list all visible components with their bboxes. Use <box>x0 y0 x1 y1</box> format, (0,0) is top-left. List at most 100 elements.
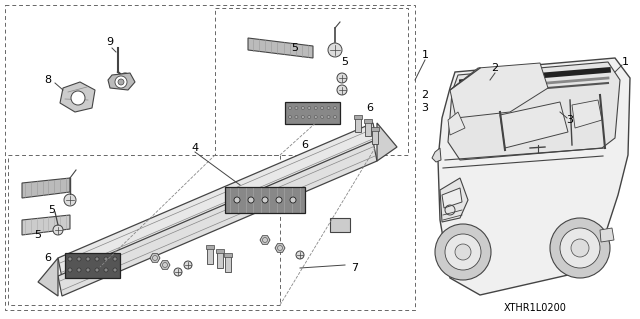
Text: 5: 5 <box>35 230 42 240</box>
Polygon shape <box>206 245 214 249</box>
Polygon shape <box>65 253 120 278</box>
Circle shape <box>113 268 117 272</box>
Text: 4: 4 <box>191 143 198 153</box>
Circle shape <box>64 194 76 206</box>
Text: 5: 5 <box>49 205 56 215</box>
Polygon shape <box>364 119 372 123</box>
Circle shape <box>290 197 296 203</box>
Polygon shape <box>60 82 95 112</box>
Polygon shape <box>438 58 630 295</box>
Polygon shape <box>371 127 379 131</box>
Polygon shape <box>22 178 70 198</box>
Polygon shape <box>285 102 340 124</box>
Circle shape <box>276 197 282 203</box>
Polygon shape <box>224 253 232 257</box>
Circle shape <box>289 107 291 109</box>
Circle shape <box>571 239 589 257</box>
Circle shape <box>53 225 63 235</box>
Text: 2: 2 <box>421 90 429 100</box>
Circle shape <box>327 107 330 109</box>
Circle shape <box>321 107 324 109</box>
Circle shape <box>327 115 330 118</box>
Circle shape <box>445 234 481 270</box>
Text: 1: 1 <box>422 50 429 60</box>
Circle shape <box>71 91 85 105</box>
Circle shape <box>86 257 90 261</box>
Circle shape <box>328 43 342 57</box>
Circle shape <box>68 257 72 261</box>
Circle shape <box>308 115 311 118</box>
Circle shape <box>95 257 99 261</box>
Circle shape <box>301 107 305 109</box>
Text: 6: 6 <box>367 103 374 113</box>
Circle shape <box>95 268 99 272</box>
Polygon shape <box>330 218 350 232</box>
Circle shape <box>550 218 610 278</box>
Polygon shape <box>160 261 170 269</box>
Text: 8: 8 <box>44 75 52 85</box>
Circle shape <box>333 115 337 118</box>
Circle shape <box>120 73 130 83</box>
Polygon shape <box>58 123 377 278</box>
Polygon shape <box>442 188 462 208</box>
Circle shape <box>455 244 471 260</box>
Circle shape <box>77 257 81 261</box>
Polygon shape <box>260 236 270 244</box>
Polygon shape <box>275 244 285 252</box>
Polygon shape <box>354 115 362 119</box>
Circle shape <box>68 268 72 272</box>
Circle shape <box>248 197 254 203</box>
Polygon shape <box>600 228 614 242</box>
Polygon shape <box>38 258 58 296</box>
Polygon shape <box>108 73 135 90</box>
Text: 5: 5 <box>342 57 349 67</box>
Circle shape <box>560 228 600 268</box>
Circle shape <box>337 73 347 83</box>
Circle shape <box>104 268 108 272</box>
Polygon shape <box>225 256 231 272</box>
Polygon shape <box>377 123 397 161</box>
Polygon shape <box>248 38 313 58</box>
Circle shape <box>113 257 117 261</box>
Polygon shape <box>500 102 568 148</box>
Polygon shape <box>22 215 70 235</box>
Circle shape <box>104 257 108 261</box>
Text: 1: 1 <box>621 57 628 67</box>
Text: 5: 5 <box>291 43 298 53</box>
Text: 6: 6 <box>45 253 51 263</box>
Circle shape <box>301 115 305 118</box>
Circle shape <box>295 115 298 118</box>
Text: 9: 9 <box>106 37 113 47</box>
Text: 2: 2 <box>492 63 499 73</box>
Polygon shape <box>372 130 378 144</box>
Polygon shape <box>216 249 224 253</box>
Polygon shape <box>448 112 465 135</box>
Circle shape <box>262 197 268 203</box>
Circle shape <box>435 224 491 280</box>
Circle shape <box>296 251 304 259</box>
Circle shape <box>289 115 291 118</box>
Text: 7: 7 <box>351 263 358 273</box>
Polygon shape <box>207 248 213 264</box>
Circle shape <box>77 268 81 272</box>
Circle shape <box>333 107 337 109</box>
Circle shape <box>234 197 240 203</box>
Polygon shape <box>58 141 377 296</box>
Circle shape <box>295 107 298 109</box>
Polygon shape <box>450 63 548 118</box>
Circle shape <box>86 268 90 272</box>
Circle shape <box>314 115 317 118</box>
Text: 3: 3 <box>422 103 429 113</box>
Circle shape <box>184 261 192 269</box>
Text: 6: 6 <box>301 140 308 150</box>
Polygon shape <box>355 118 361 132</box>
Polygon shape <box>448 62 620 160</box>
Polygon shape <box>225 187 305 213</box>
Circle shape <box>115 76 127 88</box>
Circle shape <box>118 79 124 85</box>
Polygon shape <box>150 254 160 262</box>
Circle shape <box>337 85 347 95</box>
Text: 3: 3 <box>566 115 573 125</box>
Polygon shape <box>365 122 371 136</box>
Text: XTHR1L0200: XTHR1L0200 <box>504 303 566 313</box>
